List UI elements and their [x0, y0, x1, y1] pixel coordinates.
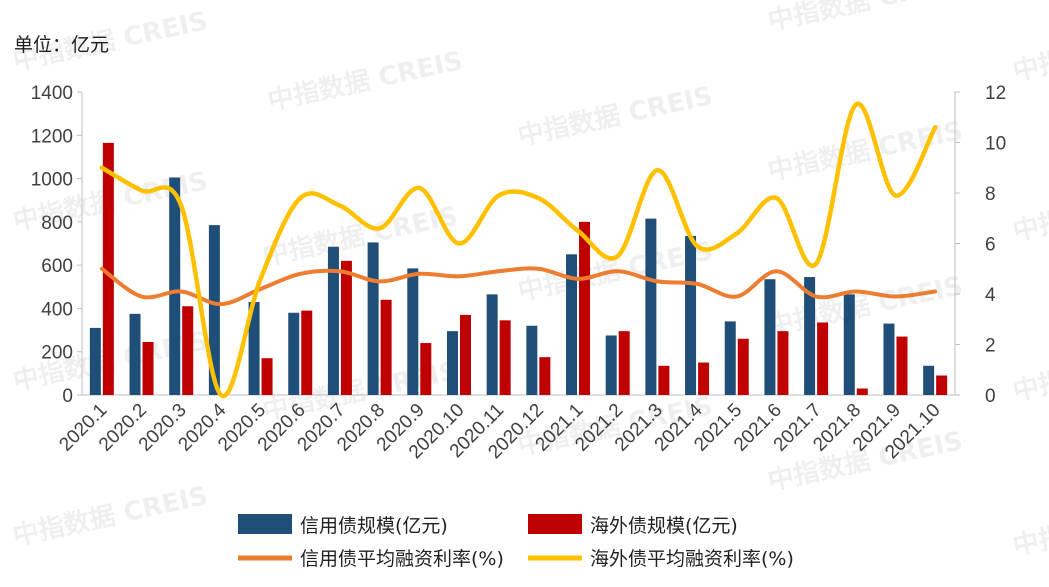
left-tick-label: 600	[41, 256, 73, 277]
credit-bond-bar	[288, 312, 300, 395]
credit-bond-bar	[248, 301, 260, 395]
watermark-text: 中指数据 CREIS	[10, 481, 210, 552]
left-tick-label: 1200	[31, 126, 73, 147]
legend-label: 信用债平均融资利率(%)	[300, 548, 504, 570]
credit-bond-bar	[208, 225, 220, 395]
credit-bond-bar	[327, 246, 339, 395]
right-tick-label: 6	[985, 235, 996, 256]
watermark-text: 中指数据 CREIS	[1010, 176, 1049, 247]
watermark-layer: 中指数据 CREIS 中指数据 CREIS 中指数据 CREIS 中指数据 CREIS…	[10, 0, 1049, 562]
watermark-text: 中指数据 CREIS	[265, 46, 465, 117]
overseas-bond-bar	[459, 314, 471, 395]
credit-bond-bar	[486, 294, 498, 395]
credit-bond-bar	[724, 321, 736, 395]
credit-bond-bar	[129, 313, 141, 395]
overseas-bond-bar	[420, 343, 432, 395]
credit-bond-bar	[446, 331, 458, 395]
left-tick-label: 1000	[31, 170, 73, 191]
credit-bond-bar	[407, 268, 419, 395]
legend: 信用债规模(亿元) 海外债规模(亿元) 信用债平均融资利率(%) 海外债平均融资利率(…	[238, 514, 794, 570]
watermark-text: 中指数据 CREIS	[515, 81, 715, 152]
legend-swatch-bar	[238, 514, 292, 534]
overseas-bond-bar	[737, 338, 749, 395]
watermark-text: 中指数据 CREIS	[1010, 16, 1049, 87]
left-tick-label: 0	[62, 386, 73, 407]
legend-swatch-bar	[528, 514, 582, 534]
credit-bond-bar	[89, 327, 101, 395]
overseas-bond-bar	[658, 365, 670, 395]
overseas-bond-bar	[301, 310, 313, 395]
overseas-bond-bar	[499, 320, 511, 395]
right-tick-label: 2	[985, 336, 996, 357]
overseas-bond-bar	[579, 221, 591, 395]
unit-label: 单位：亿元	[14, 34, 110, 56]
right-tick-label: 12	[985, 83, 1006, 104]
overseas-bond-bar	[539, 357, 551, 395]
overseas-bond-bar	[618, 331, 630, 395]
credit-bond-bar	[526, 325, 538, 395]
credit-bond-bar	[645, 218, 657, 395]
overseas-bond-bar	[340, 260, 352, 395]
right-tick-label: 10	[985, 134, 1006, 155]
overseas-bond-bar	[380, 299, 392, 395]
credit-bond-bar	[566, 254, 578, 395]
right-tick-label: 4	[985, 285, 996, 306]
overseas-bond-bar	[817, 322, 829, 395]
credit-bond-bar	[169, 177, 181, 395]
left-tick-label: 1400	[31, 83, 73, 104]
overseas-bond-bar	[142, 341, 154, 395]
credit-bond-bar	[843, 294, 855, 395]
line-series	[99, 101, 938, 399]
overseas-bond-bar	[698, 362, 710, 395]
right-tick-label: 8	[985, 184, 996, 205]
credit-rate-line	[99, 266, 938, 307]
credit-bond-bar	[883, 323, 895, 395]
watermark-text: 中指数据 CREIS	[1010, 491, 1049, 562]
overseas-bond-bar	[777, 331, 789, 395]
legend-label: 海外债规模(亿元)	[590, 515, 738, 537]
overseas-bond-bar	[896, 336, 908, 395]
watermark-text: 中指数据 CREIS	[10, 6, 210, 77]
overseas-rate-line	[99, 101, 938, 399]
watermark-text: 中指数据 CREIS	[1010, 336, 1049, 407]
left-tick-label: 400	[41, 299, 73, 320]
legend-label: 海外债平均融资利率(%)	[590, 548, 794, 570]
overseas-bond-bar	[261, 358, 273, 395]
credit-bond-bar	[685, 235, 697, 395]
overseas-bond-bar	[856, 388, 868, 395]
credit-bond-bar	[804, 277, 816, 395]
overseas-bond-bar	[936, 375, 948, 395]
credit-bond-bar	[367, 242, 379, 395]
credit-bond-bar	[923, 365, 935, 395]
left-tick-label: 200	[41, 343, 73, 364]
left-tick-label: 800	[41, 213, 73, 234]
watermark-text: 中指数据 CREIS	[765, 0, 965, 37]
credit-bond-bar	[764, 279, 776, 395]
legend-label: 信用债规模(亿元)	[300, 515, 448, 537]
overseas-bond-bar	[182, 306, 194, 395]
right-tick-label: 0	[985, 386, 996, 407]
bar-series	[89, 142, 948, 395]
credit-bond-bar	[605, 335, 617, 395]
overseas-bond-bar	[102, 142, 114, 395]
